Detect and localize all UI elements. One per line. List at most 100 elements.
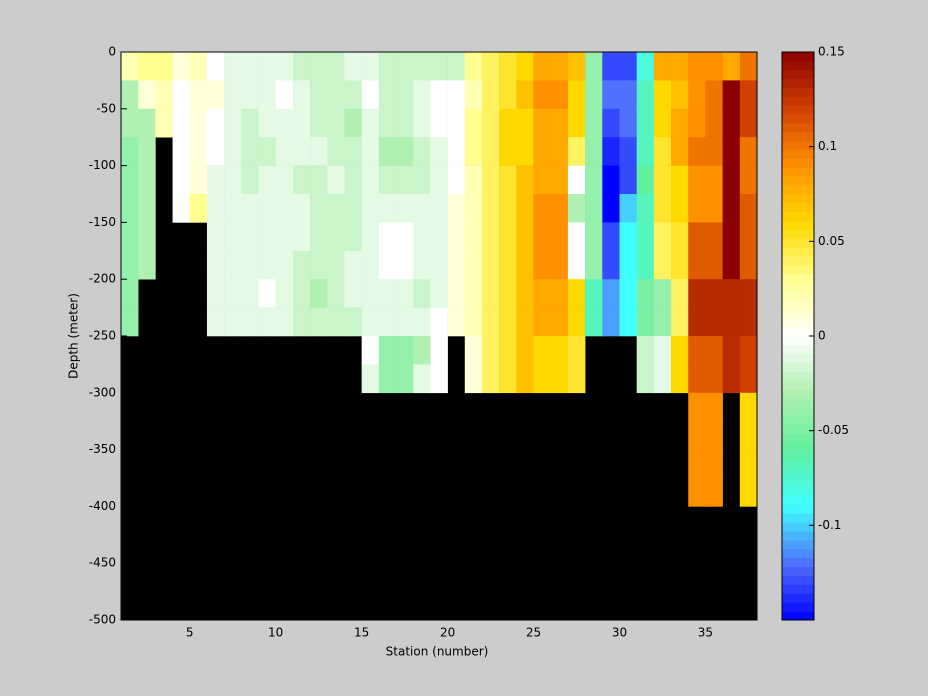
colorbar-step — [782, 256, 814, 266]
heatmap-cell — [258, 165, 277, 195]
heatmap-cell — [292, 137, 311, 166]
colorbar-step — [782, 549, 814, 559]
heatmap-cell — [310, 307, 328, 337]
colorbar-step — [782, 309, 814, 319]
colorbar-tick-label: 0.05 — [818, 234, 845, 248]
heatmap-cell — [224, 52, 242, 81]
heatmap-cell — [585, 52, 603, 81]
colorbar-step — [782, 478, 814, 488]
heatmap-cell — [688, 165, 706, 195]
heatmap-cell — [602, 52, 620, 81]
heatmap-cell — [413, 165, 431, 195]
heatmap-cell — [206, 194, 225, 223]
heatmap-cell — [516, 307, 534, 337]
heatmap-cell — [533, 108, 552, 138]
heatmap-cell — [327, 307, 345, 337]
heatmap-cell — [481, 137, 500, 166]
heatmap-cell — [688, 222, 706, 252]
heatmap-cell — [464, 364, 483, 394]
heatmap-cell — [705, 108, 723, 138]
heatmap-cell — [705, 222, 723, 252]
heatmap-cell — [361, 222, 380, 252]
heatmap-cell — [481, 108, 500, 138]
heatmap-cell — [481, 194, 500, 223]
heatmap-cell — [275, 80, 294, 110]
heatmap-cell — [653, 307, 672, 337]
heatmap-cell — [344, 52, 362, 81]
heatmap-cell — [533, 194, 552, 223]
colorbar-step — [782, 389, 814, 399]
heatmap-cell — [636, 250, 655, 280]
heatmap-cell — [241, 222, 259, 252]
colorbar-step — [782, 202, 814, 213]
heatmap-cell — [189, 194, 208, 223]
heatmap-cell — [224, 307, 242, 337]
heatmap-cell — [499, 165, 517, 195]
heatmap-cell — [499, 194, 517, 223]
heatmap-cell — [550, 336, 569, 365]
heatmap-cell — [705, 478, 723, 507]
heatmap-cell — [447, 194, 466, 223]
heatmap-cell — [378, 80, 397, 110]
heatmap-cell — [550, 307, 569, 337]
heatmap-cell — [550, 222, 569, 252]
colorbar-tick-label: 0 — [818, 329, 826, 343]
heatmap-cell — [636, 52, 655, 81]
heatmap-cell — [688, 137, 706, 166]
heatmap-cell — [138, 137, 156, 166]
heatmap-cell — [396, 80, 414, 110]
heatmap-cell — [396, 250, 414, 280]
heatmap-cell — [430, 80, 448, 110]
heatmap-cell — [121, 222, 139, 252]
heatmap-cell — [705, 279, 723, 308]
heatmap-cell — [705, 165, 723, 195]
heatmap-cell — [172, 80, 191, 110]
heatmap-cell — [464, 80, 483, 110]
heatmap-cell — [464, 222, 483, 252]
heatmap-cell — [688, 449, 706, 479]
heatmap-cell — [516, 336, 534, 365]
y-axis-label: Depth (meter) — [67, 293, 81, 379]
heatmap-cell — [378, 364, 397, 394]
heatmap-cell — [533, 137, 552, 166]
heatmap-cell — [705, 336, 723, 365]
y-tick-label: -200 — [89, 272, 116, 286]
heatmap-cell — [189, 80, 208, 110]
heatmap-cell — [344, 194, 362, 223]
colorbar-step — [782, 229, 814, 239]
heatmap-cell — [739, 108, 758, 138]
heatmap-cell — [739, 222, 758, 252]
heatmap-cell — [361, 250, 380, 280]
heatmap-cell — [121, 165, 139, 195]
heatmap-cell — [292, 307, 311, 337]
heatmap-cell — [155, 108, 173, 138]
heatmap-cell — [344, 137, 362, 166]
x-tick-label: 25 — [526, 626, 541, 640]
heatmap-cell — [430, 165, 448, 195]
heatmap-cell — [430, 250, 448, 280]
heatmap-cell — [275, 137, 294, 166]
colorbar-step — [782, 247, 814, 257]
heatmap-cell — [516, 80, 534, 110]
heatmap-cell — [241, 52, 259, 81]
colorbar-step — [782, 123, 814, 133]
heatmap-cell — [688, 194, 706, 223]
heatmap-cell — [550, 80, 569, 110]
heatmap-cell — [378, 336, 397, 365]
colorbar-step — [782, 185, 814, 195]
heatmap-cell — [481, 52, 500, 81]
heatmap-cell — [378, 279, 397, 308]
heatmap-cell — [447, 222, 466, 252]
heatmap-cell — [464, 108, 483, 138]
heatmap-cell — [344, 80, 362, 110]
heatmap-cell — [705, 250, 723, 280]
heatmap-cell — [636, 222, 655, 252]
heatmap-cell — [619, 108, 637, 138]
colorbar-step — [782, 380, 814, 390]
heatmap-cell — [671, 307, 689, 337]
heatmap-cell — [413, 52, 431, 81]
heatmap-cell — [310, 194, 328, 223]
heatmap-cell — [481, 250, 500, 280]
heatmap-cell — [378, 137, 397, 166]
heatmap-cell — [550, 52, 569, 81]
